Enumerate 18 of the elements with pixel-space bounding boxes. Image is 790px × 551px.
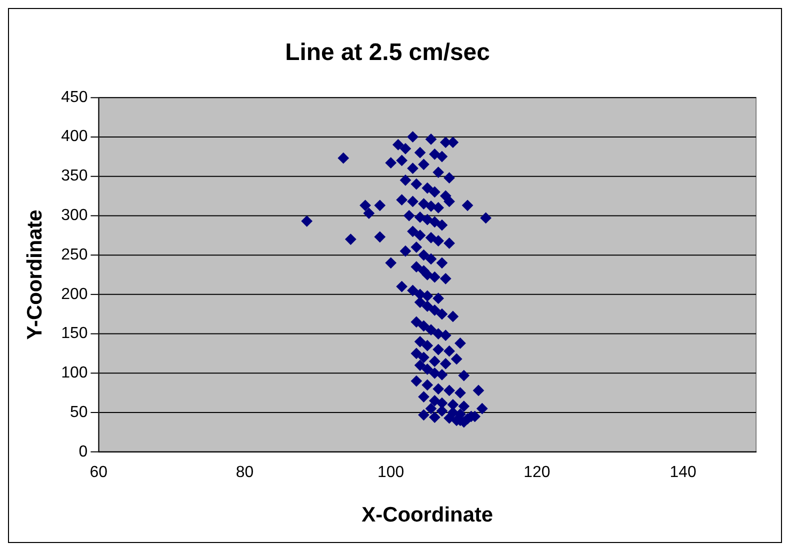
y-tick-label: 150 <box>61 325 88 342</box>
x-tick-label: 100 <box>378 464 404 481</box>
x-tick-label: 80 <box>236 464 254 481</box>
y-tick-label: 350 <box>61 168 88 185</box>
y-tick-label: 250 <box>61 246 88 264</box>
chart-title: Line at 2.5 cm/sec <box>285 38 490 66</box>
x-tick-label: 120 <box>524 464 550 481</box>
y-tick-label: 400 <box>61 128 88 146</box>
x-axis-title: X-Coordinate <box>362 503 494 526</box>
y-tick-label: 50 <box>70 404 88 421</box>
x-tick-label: 60 <box>90 464 108 481</box>
y-tick-label: 450 <box>61 88 88 106</box>
y-tick-label: 0 <box>78 443 88 460</box>
x-tick-label: 140 <box>670 464 696 481</box>
y-axis-title: Y-Coordinate <box>23 210 46 340</box>
y-tick-label: 200 <box>61 286 88 303</box>
y-tick-label: 100 <box>61 364 88 382</box>
y-tick-label: 300 <box>61 207 88 224</box>
